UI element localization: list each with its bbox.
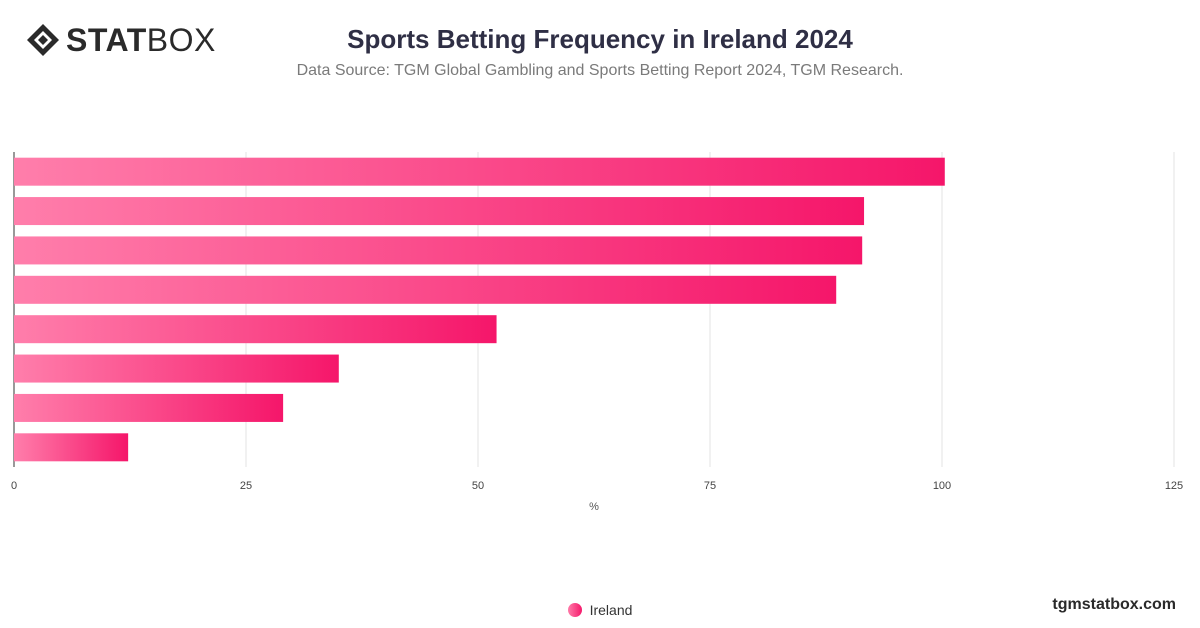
chart-subtitle: Data Source: TGM Global Gambling and Spo… xyxy=(296,62,904,79)
bar-6[interactable] xyxy=(14,354,339,383)
legend-label-ireland: Ireland xyxy=(589,602,633,618)
bar-2[interactable] xyxy=(14,197,865,226)
bar-8[interactable] xyxy=(14,433,129,462)
statbox-diamond-icon xyxy=(27,24,59,56)
x-axis-label: % xyxy=(589,501,599,513)
x-tick-label-100: 100 xyxy=(933,480,951,492)
bar-5[interactable] xyxy=(14,315,497,344)
logo-text: STATBOX xyxy=(66,22,216,58)
x-tick-label-125: 125 xyxy=(1165,480,1183,492)
legend[interactable]: Ireland xyxy=(0,602,1200,618)
x-tick-label-25: 25 xyxy=(240,480,252,492)
legend-swatch xyxy=(567,603,582,617)
bar-7[interactable] xyxy=(14,393,284,422)
bar-4[interactable] xyxy=(14,275,837,304)
bar-1[interactable] xyxy=(14,157,945,186)
logo-text-bold: STAT xyxy=(66,22,147,58)
bar-chart: 0 25 50 75 100 125 % xyxy=(11,152,1183,513)
bar-3[interactable] xyxy=(14,236,863,265)
x-tick-label-75: 75 xyxy=(704,480,716,492)
x-tick-label-0: 0 xyxy=(11,480,17,492)
logo-text-light: BOX xyxy=(146,22,216,58)
statbox-logo[interactable]: STATBOX xyxy=(26,22,216,58)
chart-title: Sports Betting Frequency in Ireland 2024 xyxy=(347,24,853,54)
watermark: tgmstatbox.com xyxy=(1052,596,1176,613)
x-tick-label-50: 50 xyxy=(472,480,484,492)
